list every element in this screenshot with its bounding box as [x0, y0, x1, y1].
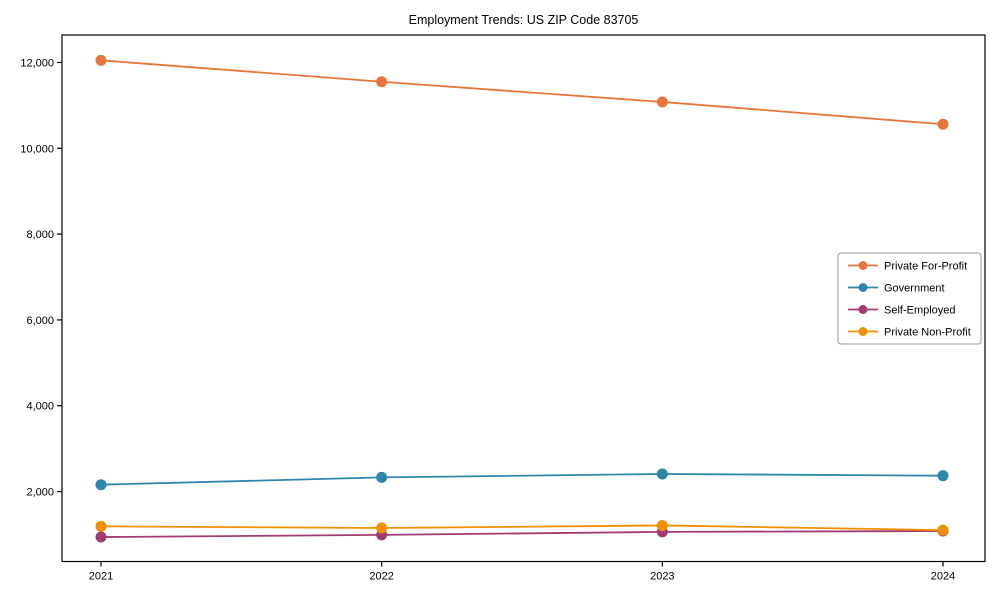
plot-frame — [61, 34, 986, 563]
data-point-marker — [937, 118, 949, 130]
legend-item: Government — [848, 283, 945, 295]
series-line — [100, 473, 944, 486]
series-private-non-profit — [95, 519, 949, 536]
x-axis-tick-label: 2022 — [369, 571, 393, 583]
series-private-for-profit — [95, 54, 949, 130]
legend-item: Self-Employed — [848, 305, 956, 317]
series-line — [100, 530, 944, 538]
legend-label: Government — [884, 283, 945, 295]
legend-marker-dot — [858, 305, 868, 314]
data-point-marker — [376, 471, 388, 483]
legend-marker-dot — [858, 283, 868, 292]
series-line — [100, 524, 944, 532]
x-axis-tick-label: 2021 — [89, 571, 113, 583]
data-point-marker — [656, 519, 668, 531]
legend-marker-dot — [858, 261, 868, 270]
data-point-marker — [376, 76, 388, 88]
x-axis-tick-label: 2024 — [931, 571, 955, 583]
data-point-marker — [95, 479, 107, 491]
y-axis-tick-label: 10,000 — [20, 143, 54, 155]
legend-box — [837, 252, 982, 345]
data-series — [95, 54, 949, 543]
chart-title: Employment Trends: US ZIP Code 83705 — [409, 13, 639, 27]
series-line — [100, 59, 944, 126]
data-point-marker — [95, 520, 107, 532]
axes-ticks: 2,000 4,000 6,000 8,000 10,000 12,000 2021 2022… — [20, 57, 955, 582]
data-point-marker — [95, 54, 107, 66]
data-point-marker — [656, 96, 668, 108]
legend-label: Private For-Profit — [884, 261, 967, 273]
y-axis-tick-label: 4,000 — [26, 401, 54, 413]
data-point-marker — [656, 468, 668, 480]
legend-marker-dot — [858, 327, 868, 336]
data-point-marker — [937, 470, 949, 482]
legend-label: Private Non-Profit — [884, 327, 971, 339]
y-axis-tick-label: 12,000 — [20, 57, 54, 69]
y-axis-tick-label: 8,000 — [26, 229, 54, 241]
y-axis-tick-label: 6,000 — [26, 315, 54, 327]
legend: Private For-Profit Government Self-Employe… — [837, 252, 982, 345]
plot-area-border — [61, 34, 986, 563]
data-point-marker — [937, 524, 949, 536]
x-axis-tick-label: 2023 — [650, 571, 674, 583]
y-axis-tick-label: 2,000 — [26, 487, 54, 499]
data-point-marker — [376, 522, 388, 534]
legend-item: Private Non-Profit — [848, 327, 971, 339]
legend-label: Self-Employed — [884, 305, 956, 317]
legend-item: Private For-Profit — [848, 261, 967, 273]
series-government — [95, 468, 949, 491]
data-point-marker — [95, 531, 107, 543]
